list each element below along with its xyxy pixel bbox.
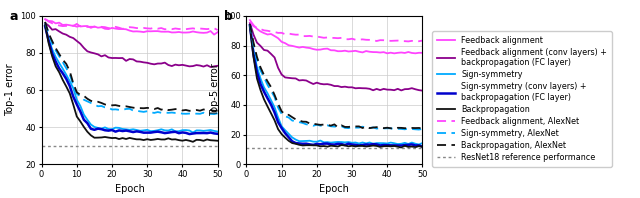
Y-axis label: Top-5 error: Top-5 error	[209, 64, 220, 116]
Y-axis label: Top-1 error: Top-1 error	[4, 64, 15, 116]
Text: b: b	[223, 10, 232, 23]
Text: a: a	[10, 10, 19, 23]
X-axis label: Epoch: Epoch	[115, 185, 145, 194]
Legend: Feedback alignment, Feedback alignment (conv layers) +
backpropagation (FC layer: Feedback alignment, Feedback alignment (…	[432, 31, 612, 167]
X-axis label: Epoch: Epoch	[319, 185, 349, 194]
